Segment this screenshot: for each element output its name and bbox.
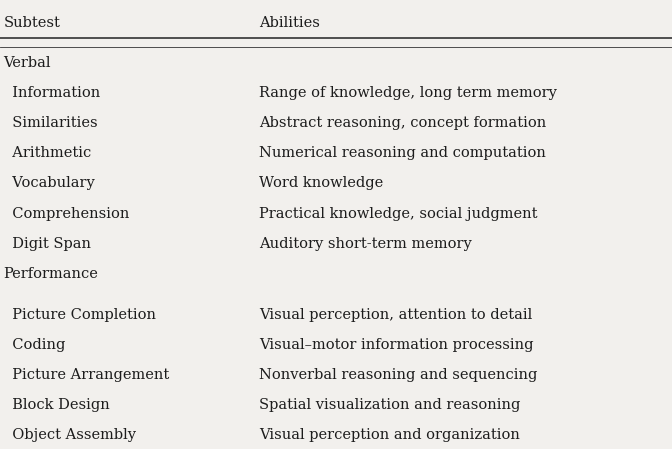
Text: Comprehension: Comprehension [3,207,130,220]
Text: Abilities: Abilities [259,16,320,30]
Text: Range of knowledge, long term memory: Range of knowledge, long term memory [259,86,556,100]
Text: Vocabulary: Vocabulary [3,176,95,190]
Text: Picture Arrangement: Picture Arrangement [3,368,169,382]
Text: Subtest: Subtest [3,16,60,30]
Text: Digit Span: Digit Span [3,237,91,251]
Text: Practical knowledge, social judgment: Practical knowledge, social judgment [259,207,537,220]
Text: Numerical reasoning and computation: Numerical reasoning and computation [259,146,546,160]
Text: Picture Completion: Picture Completion [3,308,157,322]
Text: Object Assembly: Object Assembly [3,428,136,442]
Text: Information: Information [3,86,101,100]
Text: Visual perception, attention to detail: Visual perception, attention to detail [259,308,532,322]
Text: Verbal: Verbal [3,56,51,70]
Text: Block Design: Block Design [3,398,110,412]
Text: Coding: Coding [3,338,66,352]
Text: Performance: Performance [3,267,98,281]
Text: Similarities: Similarities [3,116,98,130]
Text: Visual perception and organization: Visual perception and organization [259,428,519,442]
Text: Visual–motor information processing: Visual–motor information processing [259,338,533,352]
Text: Auditory short-term memory: Auditory short-term memory [259,237,472,251]
Text: Spatial visualization and reasoning: Spatial visualization and reasoning [259,398,520,412]
Text: Nonverbal reasoning and sequencing: Nonverbal reasoning and sequencing [259,368,537,382]
Text: Abstract reasoning, concept formation: Abstract reasoning, concept formation [259,116,546,130]
Text: Arithmetic: Arithmetic [3,146,91,160]
Text: Word knowledge: Word knowledge [259,176,383,190]
